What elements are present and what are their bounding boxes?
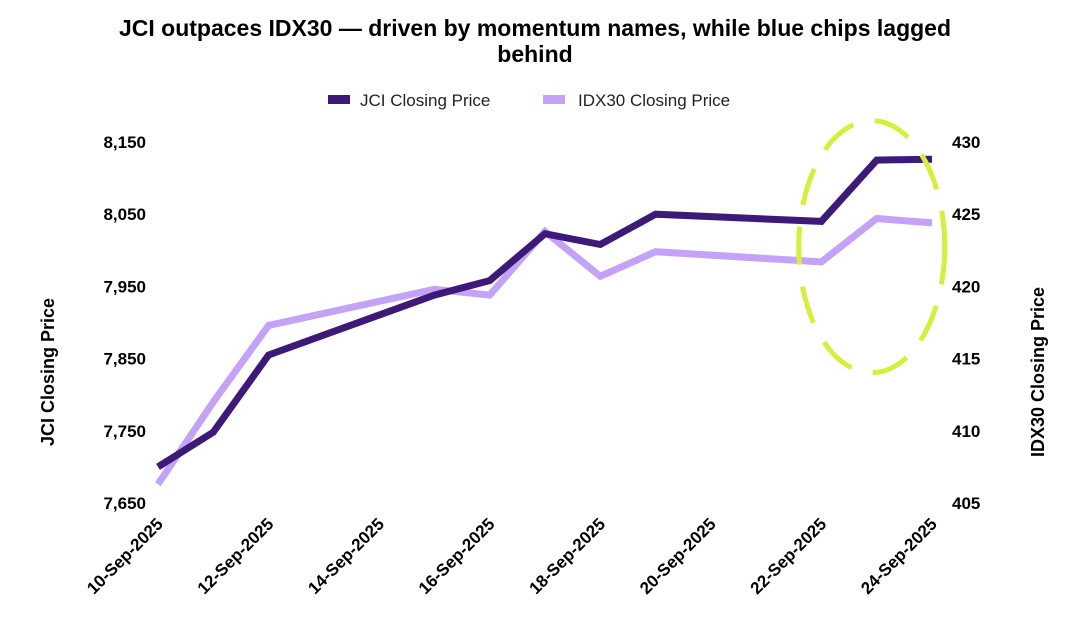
y-left-tick-label: 8,150: [103, 133, 146, 152]
x-tick-label: 22-Sep-2025: [747, 514, 831, 598]
y-left-tick-label: 7,650: [103, 494, 146, 513]
y-right-tick-label: 430: [952, 133, 980, 152]
annotation: [796, 118, 948, 376]
y-right-tick-label: 420: [952, 277, 980, 296]
y-left-tick-label: 8,050: [103, 205, 146, 224]
y-right-tick-label: 415: [952, 350, 980, 369]
x-tick-label: 12-Sep-2025: [194, 514, 278, 598]
y-right-tick-label: 410: [952, 422, 980, 441]
legend-label-jci: JCI Closing Price: [360, 91, 490, 110]
y-right-tick-label: 425: [952, 205, 980, 224]
x-tick-label: 18-Sep-2025: [526, 514, 610, 598]
x-tick-label: 24-Sep-2025: [857, 514, 941, 598]
x-tick-label: 14-Sep-2025: [304, 514, 388, 598]
legend-swatch-idx30: [543, 95, 565, 104]
y-right-axis-title: IDX30 Closing Price: [1028, 287, 1048, 457]
x-axis: 10-Sep-2025 12-Sep-2025 14-Sep-2025 16-Sep-…: [83, 514, 941, 598]
legend: JCI Closing Price IDX30 Closing Price: [328, 91, 730, 110]
y-left-axis: 7,650 7,750 7,850 7,950 8,050 8,150: [103, 133, 146, 513]
y-left-axis-title: JCI Closing Price: [38, 298, 58, 446]
highlight-ellipse: [796, 118, 948, 376]
chart-title-line2: behind: [497, 41, 572, 67]
legend-label-idx30: IDX30 Closing Price: [578, 91, 730, 110]
chart-title-line1: JCI outpaces IDX30 — driven by momentum …: [119, 15, 951, 41]
y-right-axis: 405 410 415 420 425 430: [952, 133, 980, 513]
x-tick-label: 10-Sep-2025: [83, 514, 167, 598]
y-left-tick-label: 7,950: [103, 277, 146, 296]
legend-swatch-jci: [328, 95, 350, 104]
x-tick-label: 16-Sep-2025: [415, 514, 499, 598]
x-tick-label: 20-Sep-2025: [636, 514, 720, 598]
plot-area: [155, 155, 933, 487]
y-left-tick-label: 7,850: [103, 350, 146, 369]
series-line-jci: [156, 155, 933, 470]
y-right-tick-label: 405: [952, 494, 980, 513]
y-left-tick-label: 7,750: [103, 422, 146, 441]
